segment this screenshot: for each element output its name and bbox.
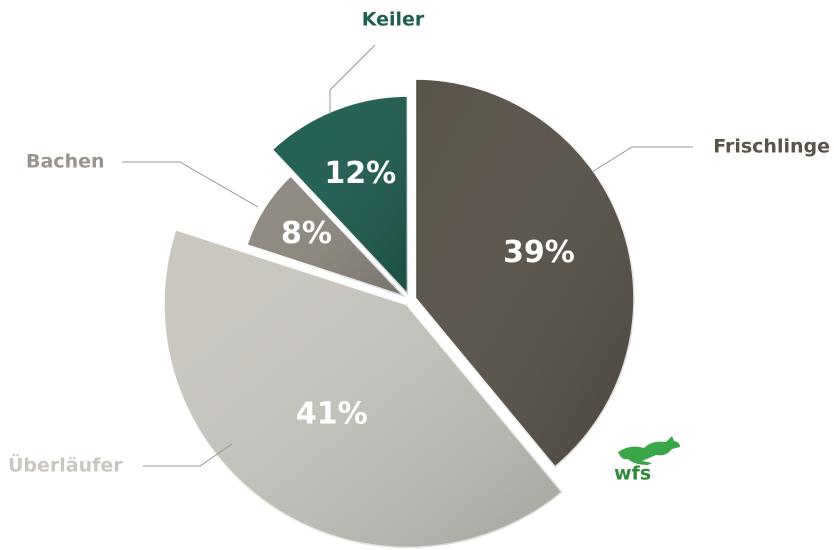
logo-text: wfs	[614, 463, 651, 485]
slice-shade	[163, 228, 563, 549]
value-label: 8%	[281, 216, 332, 251]
value-label: 41%	[296, 397, 368, 432]
category-label: Frischlinge	[713, 136, 830, 158]
leader-line	[329, 44, 376, 114]
category-label: Keiler	[362, 9, 425, 31]
value-label: 39%	[503, 235, 575, 270]
category-label: Bachen	[26, 151, 105, 173]
hare-icon	[618, 436, 680, 465]
slice-shade	[271, 95, 409, 296]
category-label: Überläufer	[8, 453, 123, 477]
slice-shade	[414, 78, 635, 468]
value-label: 12%	[324, 156, 396, 191]
slice-shade	[246, 174, 406, 298]
logo: wfs	[614, 436, 680, 485]
leader-line	[591, 146, 693, 173]
leader-line	[122, 161, 259, 208]
leader-line	[143, 443, 233, 467]
